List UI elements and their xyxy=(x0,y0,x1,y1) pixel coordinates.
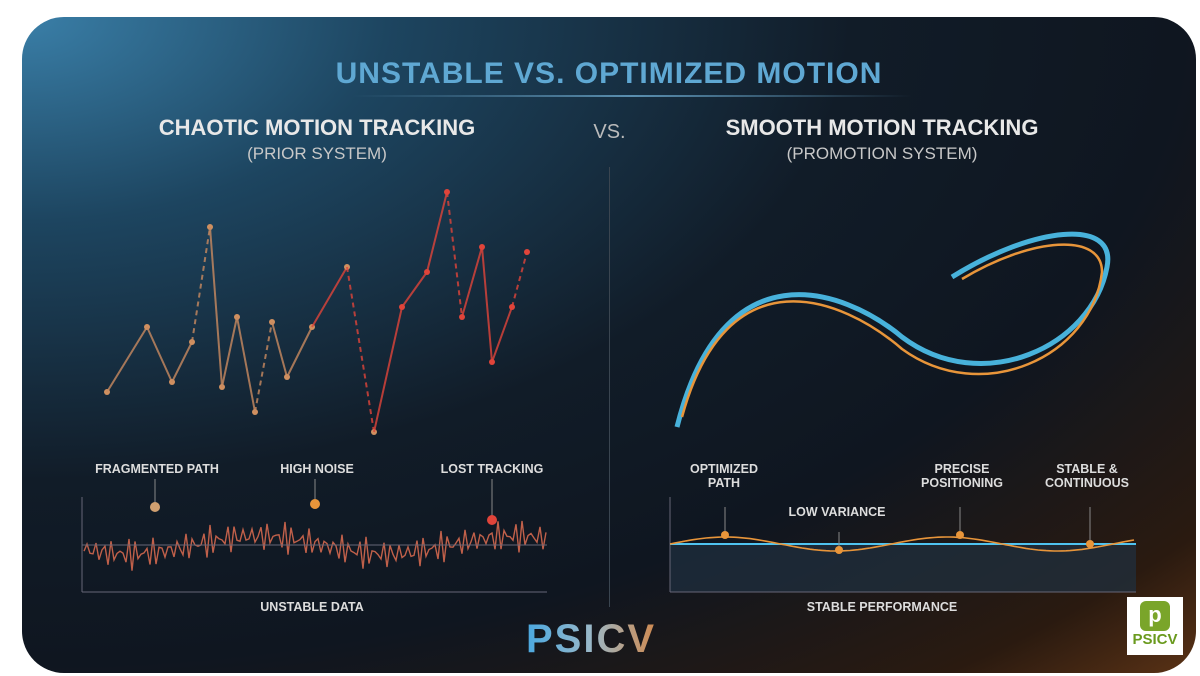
chaotic-path-segment xyxy=(481,246,493,363)
callout-dot xyxy=(310,499,320,509)
chaotic-path-segment xyxy=(346,266,375,433)
chaotic-path-segment xyxy=(271,321,288,378)
page-title: UNSTABLE VS. OPTIMIZED MOTION xyxy=(335,57,883,90)
chaotic-path-segment xyxy=(491,306,513,363)
left-subheading: (PRIOR SYSTEM) xyxy=(247,144,387,163)
label-fragmented-path: FRAGMENTED PATH xyxy=(95,462,219,476)
callout-dot xyxy=(487,515,497,525)
divider xyxy=(609,167,610,607)
chaotic-path-segment xyxy=(236,316,256,413)
callout-dot xyxy=(1086,540,1094,548)
stable-band xyxy=(670,544,1136,592)
chaotic-path-segment xyxy=(426,191,448,273)
stable-waveform xyxy=(669,536,1135,552)
chaotic-path-segment xyxy=(209,226,223,388)
callout-dot xyxy=(150,502,160,512)
vs-label: VS. xyxy=(593,121,626,143)
label-lost-tracking: LOST TRACKING xyxy=(440,462,544,476)
label-optimized-path: OPTIMIZED PATH xyxy=(689,462,759,490)
right-heading: SMOOTH MOTION TRACKING xyxy=(725,115,1039,140)
motion-graphics xyxy=(81,189,1136,593)
right-subheading: (PROMOTION SYSTEM) xyxy=(786,144,978,163)
smooth-curve-cyan xyxy=(674,231,1111,428)
chaotic-path-segment xyxy=(286,326,313,378)
smooth-curve-orange xyxy=(680,243,1104,418)
infographic-card: UNSTABLE VS. OPTIMIZED MOTION CHAOTIC MO… xyxy=(22,17,1196,673)
stable-performance-label: STABLE PERFORMANCE xyxy=(806,600,958,614)
callout-dot xyxy=(835,546,843,554)
unstable-data-label: UNSTABLE DATA xyxy=(260,600,364,614)
callout-dot xyxy=(721,531,729,539)
p-icon: p xyxy=(1140,601,1170,631)
chaotic-path-segment xyxy=(191,226,211,343)
chaotic-path-segment xyxy=(311,266,348,328)
chaotic-path-segment xyxy=(254,321,273,413)
chaotic-path-segment xyxy=(373,306,403,433)
badge-text: PSICV xyxy=(1132,631,1178,648)
label-low-variance: LOW VARIANCE xyxy=(788,505,886,519)
chaotic-path-segment xyxy=(106,326,148,393)
chaotic-path-segment xyxy=(171,341,193,383)
chaotic-point xyxy=(524,249,530,255)
chaotic-path-segment xyxy=(511,251,528,308)
chaotic-path-segment xyxy=(146,326,173,383)
label-precise-positioning: PRECISE POSITIONING xyxy=(921,462,1003,490)
chaotic-path-segment xyxy=(221,316,238,388)
label-high-noise: HIGH NOISE xyxy=(280,462,354,476)
chaotic-path-segment xyxy=(461,246,483,318)
title-underline xyxy=(352,95,912,97)
left-heading: CHAOTIC MOTION TRACKING xyxy=(158,115,476,140)
chaotic-path-segment xyxy=(401,271,428,308)
noise-waveform xyxy=(83,520,547,571)
callout-dot xyxy=(956,531,964,539)
psicv-badge: p PSICV xyxy=(1127,597,1183,655)
label-stable-continuous: STABLE & CONTINUOUS xyxy=(1044,462,1130,490)
chaotic-path-segment xyxy=(446,191,463,318)
psicv-logo: PSICV xyxy=(526,617,657,661)
